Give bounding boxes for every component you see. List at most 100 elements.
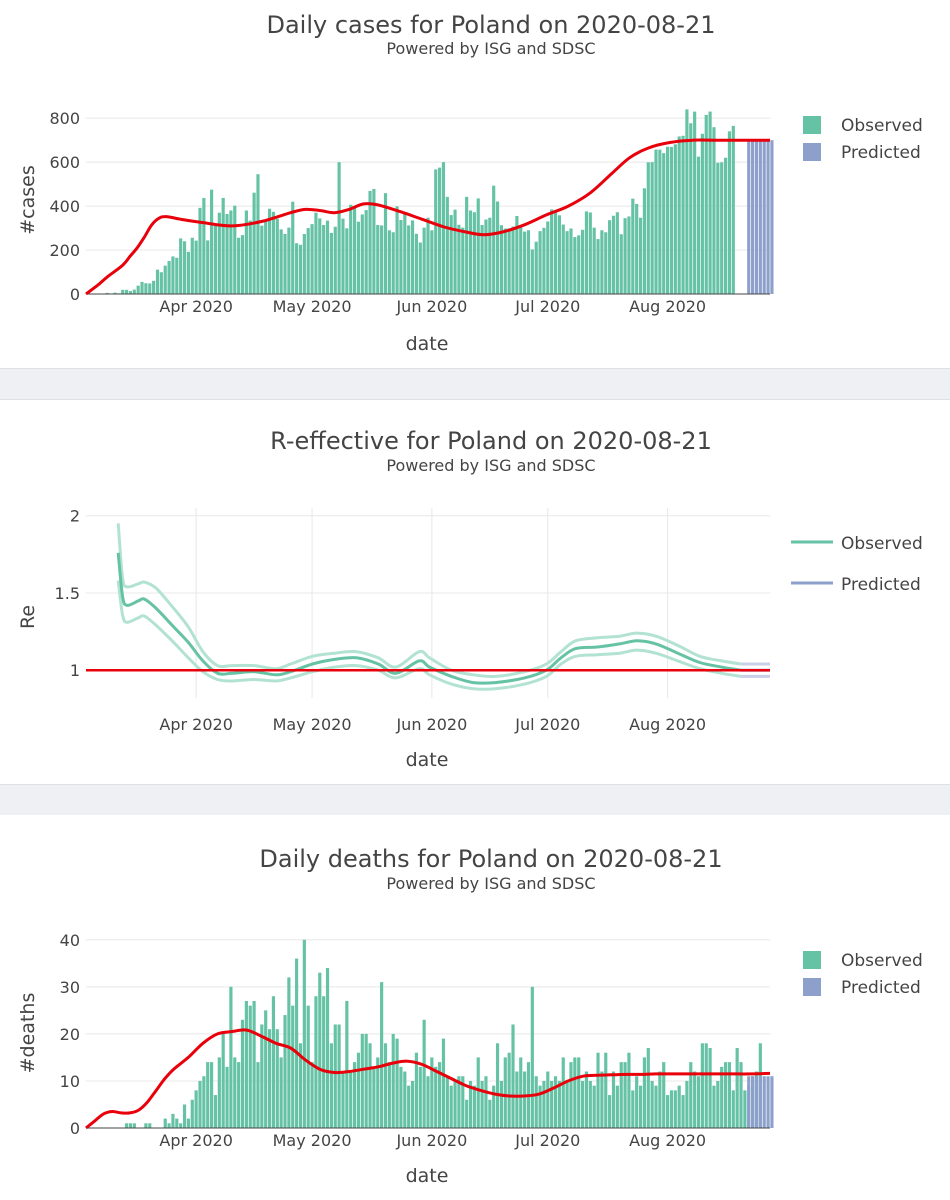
re-legend[interactable]: Observed Predicted [791,534,923,595]
deaths-observed-bar [542,1080,546,1128]
legend-observed-swatch[interactable] [803,951,821,969]
legend-predicted-label[interactable]: Predicted [841,978,921,998]
cases-title: Daily cases for Poland on 2020-08-21 [266,11,715,39]
deaths-predicted-bar [766,1076,770,1128]
deaths-observed-bar [302,939,306,1128]
deaths-title: Daily deaths for Poland on 2020-08-21 [259,845,722,873]
cases-observed-bar [233,205,237,294]
cases-observed-bar [631,198,635,294]
cases-ytick-label: 0 [70,285,80,304]
deaths-observed-bar [352,1062,357,1128]
legend-predicted-label[interactable]: Predicted [841,143,921,163]
legend-observed-label[interactable]: Observed [841,116,923,136]
cases-observed-bar [492,185,496,294]
cases-observed-bar [310,224,314,294]
cases-observed-bar [457,224,461,294]
cases-observed-bar [600,230,604,294]
cases-observed-bar [422,227,426,294]
cases-observed-bar [669,146,674,294]
deaths-observed-bar [693,1071,697,1128]
cases-observed-bar [712,127,716,294]
deaths-observed-bar [573,1057,577,1128]
re-chart: R-effective for Poland on 2020-08-21 Pow… [17,427,923,771]
cases-xtick-label: Apr 2020 [159,297,232,316]
cases-observed-bar [237,237,241,294]
cases-observed-bar [376,224,380,294]
re-observed-upper-bound [116,523,742,679]
cases-observed-bar [553,212,558,294]
cases-observed-bar [646,162,650,294]
cases-observed-bar [584,211,589,294]
deaths-observed-bar [325,968,330,1128]
cases-observed-bar [662,153,666,294]
cases-observed-bar [206,240,210,294]
deaths-observed-bar [275,1029,279,1128]
deaths-observed-bar [615,1085,619,1128]
legend-predicted-swatch[interactable] [803,978,821,996]
cases-observed-bar [105,292,109,294]
deaths-panel: Daily deaths for Poland on 2020-08-21 Po… [0,815,950,1200]
cases-observed-bar [395,206,399,294]
cases-observed-bar [352,208,357,294]
cases-observed-bar [248,220,252,294]
cases-observed-bar [213,225,218,294]
re-panel: R-effective for Poland on 2020-08-21 Pow… [0,400,950,784]
cases-observed-bar [557,215,561,294]
cases-observed-bar [198,207,202,294]
deaths-observed-bar [488,1099,492,1128]
cases-chart: Daily cases for Poland on 2020-08-21 Pow… [17,11,923,355]
cases-observed-bar [360,214,364,294]
cases-predicted-bar [747,140,751,294]
cases-observed-bar [615,212,619,294]
cases-observed-bar [453,209,457,294]
deaths-ytick-label: 40 [60,931,80,950]
deaths-observed-bar [403,1071,407,1128]
deaths-observed-bar [244,1000,248,1128]
legend-predicted-swatch[interactable] [803,143,821,161]
legend-observed-label[interactable]: Observed [841,534,923,554]
deaths-observed-bar [685,1080,689,1128]
cases-observed-bar [225,214,229,294]
deaths-observed-bar [468,1080,473,1128]
cases-observed-bar [221,197,225,294]
deaths-observed-bar [194,1090,198,1128]
cases-observed-bar [279,229,283,294]
cases-observed-bar [550,209,554,294]
deaths-ytick-label: 30 [60,978,80,997]
cases-observed-bar [337,162,341,294]
cases-legend[interactable]: Observed Predicted [803,116,923,163]
cases-observed-bar [159,272,163,294]
legend-observed-label[interactable]: Observed [841,951,923,971]
cases-observed-bar [519,226,523,294]
panel-separator [0,368,950,400]
legend-observed-swatch[interactable] [803,116,821,134]
legend-predicted-label[interactable]: Predicted [841,575,921,595]
cases-observed-bar [314,212,318,294]
cases-panel: Daily cases for Poland on 2020-08-21 Pow… [0,0,950,368]
cases-observed-bar [264,221,268,294]
deaths-observed-bar [128,1123,133,1128]
deaths-observed-bar [380,982,384,1128]
deaths-observed-bar [561,1057,565,1128]
cases-predicted-bar [758,140,762,294]
deaths-observed-bar [580,1080,585,1128]
cases-observed-bar [186,251,190,294]
cases-observed-bar [638,217,643,294]
deaths-observed-bar [441,1038,446,1128]
deaths-observed-bar [465,1099,469,1128]
cases-observed-bar [426,217,430,294]
deaths-observed-bar [735,1048,739,1128]
deaths-predicted-bar [747,1076,751,1128]
cases-observed-bar [495,201,500,294]
cases-observed-bar [167,261,171,294]
deaths-observed-bar [492,1085,496,1128]
deaths-legend[interactable]: Observed Predicted [803,951,923,998]
deaths-observed-bar [422,1019,426,1128]
re-ylabel: Re [17,605,39,629]
cases-observed-bar [175,257,179,294]
cases-observed-bar [152,280,156,294]
deaths-observed-bar [182,1104,187,1128]
deaths-observed-bar [368,1043,372,1128]
cases-observed-bar [480,224,484,294]
deaths-observed-bar [271,996,276,1128]
